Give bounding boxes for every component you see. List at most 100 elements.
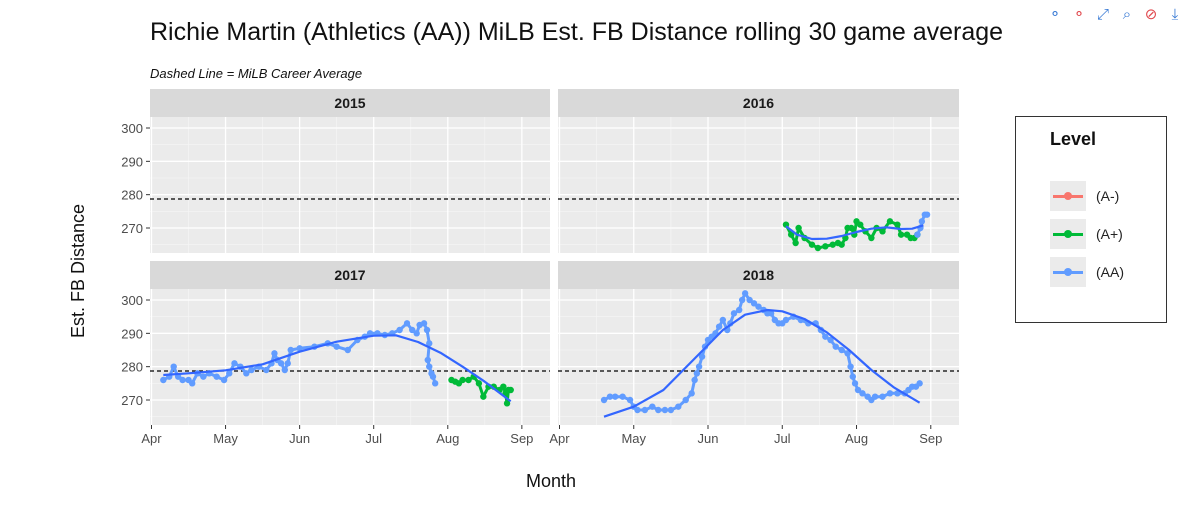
data-point: [746, 296, 753, 304]
data-point: [719, 316, 727, 324]
legend-label: (A-): [1096, 188, 1120, 204]
x-tick-label: Apr: [549, 431, 570, 446]
data-point: [500, 383, 507, 390]
x-tick-label: Jul: [774, 431, 791, 446]
data-point: [503, 400, 511, 407]
data-point: [480, 393, 487, 400]
data-point: [822, 243, 829, 250]
data-point: [213, 373, 220, 380]
data-point: [741, 290, 749, 297]
data-point: [894, 221, 901, 228]
legend-item-a-plus[interactable]: (A+): [1050, 219, 1160, 249]
y-tick-label: 300: [121, 121, 143, 136]
legend-key: [1050, 181, 1086, 211]
data-point: [507, 386, 514, 394]
chart-title: Richie Martin (Athletics (AA)) MiLB Est.…: [150, 18, 1004, 46]
data-point: [179, 376, 186, 384]
facet-strip-label: 2016: [743, 95, 774, 111]
data-point: [715, 323, 723, 330]
data-point: [248, 366, 255, 374]
legend: Level (A-) (A+) (AA): [1015, 116, 1167, 323]
data-point: [848, 224, 855, 232]
data-point: [838, 241, 845, 248]
data-point: [897, 231, 905, 238]
data-point: [792, 239, 799, 247]
data-point: [822, 333, 829, 340]
closest-hover-icon[interactable]: ⚬: [1072, 6, 1086, 23]
data-point: [849, 373, 857, 380]
panel-background: [150, 289, 550, 425]
facet-strip-label: 2015: [334, 95, 365, 111]
data-point: [695, 363, 703, 370]
x-axis-title: Month: [526, 471, 576, 491]
data-point: [431, 380, 439, 387]
smooth-trend-line: [603, 308, 921, 418]
panel-background: [558, 117, 959, 253]
download-icon[interactable]: ⤓: [1171, 6, 1179, 23]
x-tick-label: Jun: [698, 431, 719, 446]
legend-dot: [1064, 192, 1072, 200]
data-point: [409, 326, 416, 334]
data-point: [886, 218, 894, 225]
data-point: [160, 376, 167, 384]
data-point: [287, 346, 294, 354]
data-point: [649, 403, 656, 410]
legend-item-aa[interactable]: (AA): [1050, 257, 1160, 287]
x-tick-label: Aug: [845, 431, 868, 446]
data-point: [396, 326, 403, 334]
facet-strip: [150, 261, 550, 289]
reset-axes-icon[interactable]: ⊘: [1144, 6, 1158, 23]
x-tick-label: Jun: [289, 431, 310, 446]
data-point: [827, 336, 834, 344]
x-tick-label: May: [621, 431, 646, 446]
y-tick-label: 270: [121, 393, 143, 408]
compare-hover-icon[interactable]: ⚬: [1048, 6, 1062, 23]
data-point: [795, 224, 802, 232]
data-point: [271, 350, 278, 357]
data-point: [859, 390, 866, 397]
facet-panel-2015: 2015 270 280 290 300: [121, 89, 550, 253]
data-point: [459, 376, 466, 384]
modebar: ⚬ ⚬ ⤢ ⌕ ⊘ ⤓: [1044, 5, 1186, 25]
data-point: [641, 406, 649, 414]
data-point: [838, 346, 845, 354]
data-point: [675, 403, 682, 410]
legend-item-a-minus[interactable]: (A-): [1050, 181, 1160, 211]
data-point: [782, 316, 790, 324]
data-point: [626, 396, 634, 404]
data-point: [879, 393, 886, 400]
data-point: [263, 366, 270, 374]
data-point: [655, 406, 662, 414]
facet-strip: [150, 89, 550, 117]
data-point: [231, 360, 238, 367]
data-point: [918, 218, 926, 225]
autoscale-icon[interactable]: ⤢: [1096, 6, 1109, 23]
facet-strip: [558, 261, 959, 289]
data-point: [634, 406, 641, 414]
data-point: [750, 300, 758, 307]
data-point: [735, 306, 743, 314]
chart-subtitle: Dashed Line = MiLB Career Average: [150, 66, 363, 81]
data-point: [243, 370, 250, 377]
data-point: [808, 241, 816, 248]
smooth-trend-line: [785, 224, 924, 241]
data-point: [894, 390, 901, 397]
data-point: [277, 360, 285, 367]
y-tick-label: 300: [121, 293, 143, 308]
facet-panel-2016: 2016: [558, 89, 959, 253]
data-point: [787, 231, 795, 238]
y-tick-label: 270: [121, 221, 143, 236]
data-point: [226, 370, 233, 377]
y-tick-label: 290: [121, 154, 143, 169]
data-point: [682, 396, 689, 404]
data-point: [738, 296, 746, 304]
smooth-trend-line: [163, 334, 512, 403]
data-point: [170, 363, 177, 370]
legend-dot: [1064, 230, 1072, 238]
data-point: [730, 310, 738, 317]
data-point: [465, 376, 472, 384]
data-point: [854, 386, 862, 394]
zoom-icon[interactable]: ⌕: [1122, 6, 1132, 23]
facet-strip: [558, 89, 959, 117]
data-point: [767, 310, 775, 317]
